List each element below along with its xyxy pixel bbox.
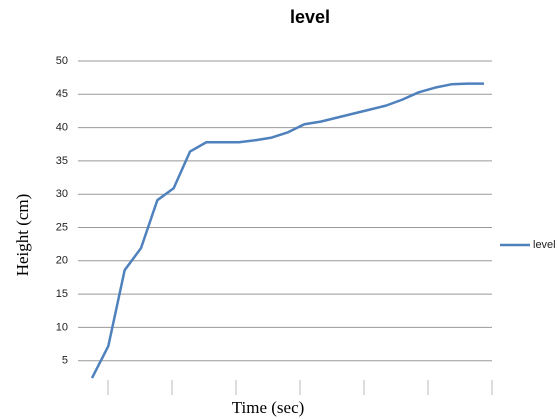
y-tick-label: 5 bbox=[62, 355, 68, 367]
y-tick-label: 15 bbox=[56, 288, 68, 300]
x-ticks bbox=[107, 380, 493, 395]
y-tick-label: 10 bbox=[56, 321, 68, 333]
y-tick-label: 40 bbox=[56, 122, 68, 134]
y-tick-label: 25 bbox=[56, 221, 68, 233]
chart-title: level bbox=[290, 7, 330, 27]
y-axis-label: Height (cm) bbox=[13, 194, 32, 277]
y-tick-label: 35 bbox=[56, 155, 68, 167]
y-tick-label: 20 bbox=[56, 255, 68, 267]
legend-label: level bbox=[533, 239, 556, 251]
data-line bbox=[90, 82, 484, 379]
y-tick-label: 45 bbox=[56, 88, 68, 100]
y-tick-label: 30 bbox=[56, 188, 68, 200]
y-tick-label: 50 bbox=[56, 55, 68, 67]
x-axis-label: Time (sec) bbox=[232, 398, 305, 417]
